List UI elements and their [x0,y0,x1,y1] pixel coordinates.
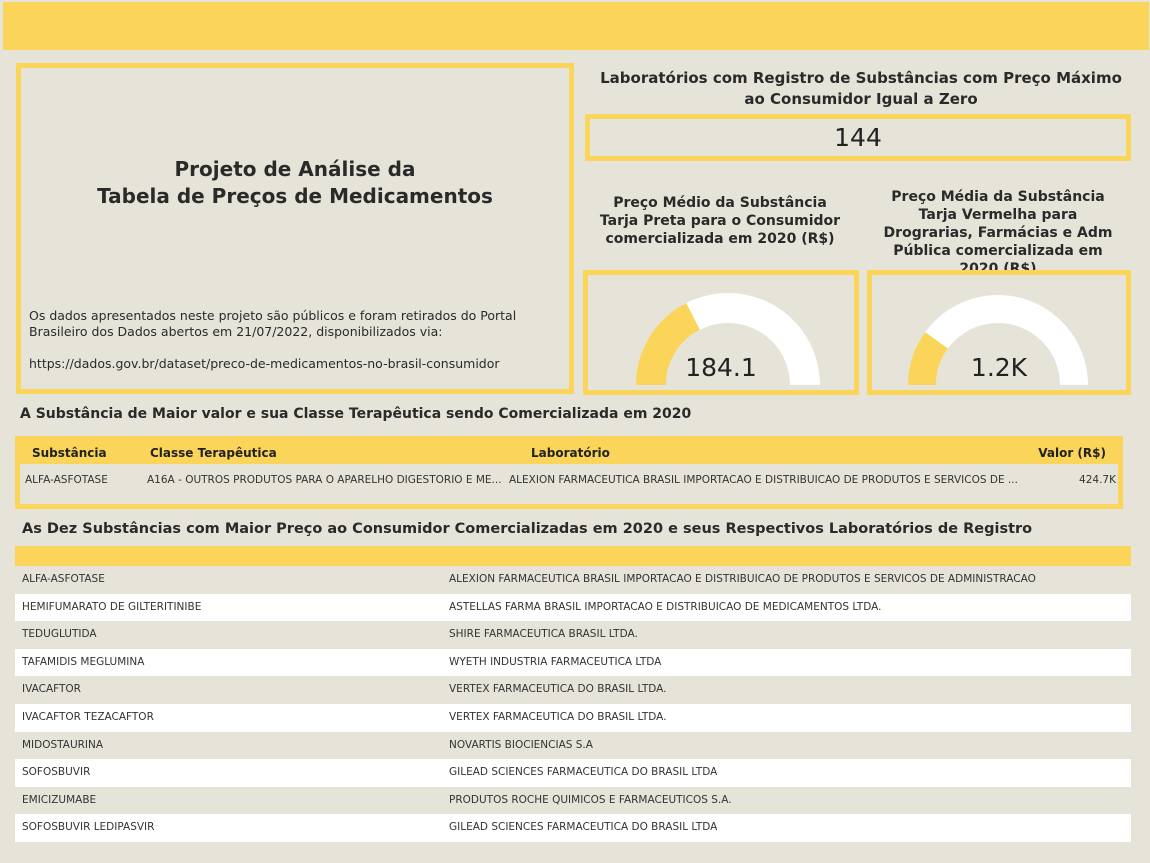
table-body: ALFA-ASFOTASE ALEXION FARMACEUTICA BRASIL… [15,566,1131,842]
project-title-card: Projeto de Análise da Tabela de Preços d… [16,63,574,394]
gauge-fill [636,303,701,386]
table-row[interactable]: HEMIFUMARATO DE GILTERITINIBE ASTELLAS FA… [15,593,1131,622]
cell-substancia: TEDUGLUTIDA [22,628,97,641]
data-source-description: Os dados apresentados neste projeto são … [29,308,549,372]
gauge-value: 1.2K [970,353,1028,382]
cell-substancia: IVACAFTOR TEZACAFTOR [22,710,154,723]
gauge-fill [908,332,949,386]
column-header-substancia[interactable]: Substância [32,446,107,460]
table-row[interactable]: SOFOSBUVIR LEDIPASVIR GILEAD SCIENCES FAR… [15,814,1131,842]
kpi-value: 144 [834,123,882,152]
gauge-value: 184.1 [685,353,757,382]
gauge-title-tarja-preta: Preço Médio da Substância Tarja Preta pa… [599,195,841,247]
table-row[interactable]: ALFA-ASFOTASE ALEXION FARMACEUTICA BRASIL… [15,566,1131,594]
kpi-card: 144 [585,114,1131,161]
top-substance-section-title: A Substância de Maior valor e sua Classe… [20,406,692,422]
table-header [15,546,1131,566]
cell-laboratorio: GILEAD SCIENCES FARMACEUTICA DO BRASIL L… [449,766,718,779]
table-row[interactable]: IVACAFTOR TEZACAFTOR VERTEX FARMACEUTICA … [15,703,1131,732]
cell-substancia: SOFOSBUVIR LEDIPASVIR [22,821,155,834]
source-url[interactable]: https://dados.gov.br/dataset/preco-de-me… [29,356,500,371]
cell-substancia: IVACAFTOR [22,683,81,696]
table-row[interactable]: EMICIZUMABE PRODUTOS ROCHE QUIMICOS E FAR… [15,786,1131,815]
gauge-chart [636,293,820,386]
cell-classe: A16A - OUTROS PRODUTOS PARA O APARELHO D… [147,474,502,486]
cell-substancia: ALFA-ASFOTASE [25,474,108,486]
cell-laboratorio: ALEXION FARMACEUTICA BRASIL IMPORTACAO E… [449,573,1036,585]
table-header: Substância Classe Terapêutica Laboratóri… [20,441,1118,464]
top-ten-section-title: As Dez Substâncias com Maior Preço ao Co… [22,521,1033,537]
cell-laboratorio: PRODUTOS ROCHE QUIMICOS E FARMACEUTICOS … [449,793,732,806]
table-row[interactable]: SOFOSBUVIR GILEAD SCIENCES FARMACEUTICA D… [15,759,1131,787]
table-row[interactable]: TAFAMIDIS MEGLUMINA WYETH INDUSTRIA FARMA… [15,648,1131,677]
top-ten-table: ALFA-ASFOTASE ALEXION FARMACEUTICA BRASIL… [15,546,1131,842]
cell-substancia: MIDOSTAURINA [22,738,104,751]
gauge-card-tarja-vermelha: 1.2K [867,270,1131,395]
cell-laboratorio: GILEAD SCIENCES FARMACEUTICA DO BRASIL L… [449,821,718,834]
cell-laboratorio: NOVARTIS BIOCIENCIAS S.A [449,738,593,751]
cell-substancia: ALFA-ASFOTASE [22,573,105,585]
cell-laboratorio: WYETH INDUSTRIA FARMACEUTICA LTDA [449,655,662,668]
kpi-title: Laboratórios com Registro de Substâncias… [588,68,1134,110]
page-title: Projeto de Análise da Tabela de Preços d… [21,156,569,210]
table-row[interactable]: IVACAFTOR VERTEX FARMACEUTICA DO BRASIL L… [15,676,1131,704]
cell-substancia: EMICIZUMABE [22,793,97,806]
kpi-title-line1: Laboratórios com Registro de Substâncias… [600,69,1122,87]
cell-substancia: TAFAMIDIS MEGLUMINA [22,655,145,668]
description-text: Os dados apresentados neste projeto são … [29,308,517,339]
cell-valor: 424.7K [1079,474,1116,486]
cell-laboratorio: VERTEX FARMACEUTICA DO BRASIL LTDA. [449,683,667,696]
kpi-title-line2: ao Consumidor Igual a Zero [744,90,978,108]
cell-laboratorio: VERTEX FARMACEUTICA DO BRASIL LTDA. [449,710,667,723]
table-row[interactable]: TEDUGLUTIDA SHIRE FARMACEUTICA BRASIL LTD… [15,621,1131,649]
cell-substancia: HEMIFUMARATO DE GILTERITINIBE [22,600,202,613]
top-banner [3,2,1149,50]
page-title-line2: Tabela de Preços de Medicamentos [97,184,493,208]
cell-laboratorio: SHIRE FARMACEUTICA BRASIL LTDA. [449,628,638,641]
column-header-classe[interactable]: Classe Terapêutica [150,446,277,460]
gauge-chart [908,295,1088,386]
cell-laboratorio: ALEXION FARMACEUTICA BRASIL IMPORTACAO E… [509,474,1018,486]
gauge-title-tarja-vermelha: Preço Média da Substância Tarja Vermelha… [883,189,1113,277]
cell-substancia: SOFOSBUVIR [22,766,91,779]
table-row[interactable]: ALFA-ASFOTASE A16A - OUTROS PRODUTOS PAR… [20,469,1118,491]
gauge-card-tarja-preta: 184.1 [583,270,859,395]
page-title-line1: Projeto de Análise da [174,157,416,181]
table-row[interactable]: MIDOSTAURINA NOVARTIS BIOCIENCIAS S.A [15,731,1131,760]
column-header-valor[interactable]: Valor (R$) [1038,446,1106,460]
column-header-laboratorio[interactable]: Laboratório [531,446,610,460]
top-substance-table: Substância Classe Terapêutica Laboratóri… [15,436,1123,509]
cell-laboratorio: ASTELLAS FARMA BRASIL IMPORTACAO E DISTR… [449,600,882,613]
